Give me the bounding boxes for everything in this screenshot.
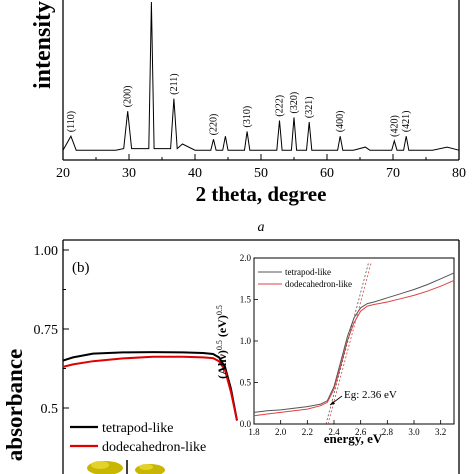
y-tick-label: 0.5 bbox=[41, 402, 59, 417]
panel-b-series bbox=[62, 351, 238, 421]
peak-label: (110) bbox=[66, 111, 77, 132]
legend-label-tetrapod: tetrapod-like bbox=[102, 421, 174, 436]
peak-label: (211) bbox=[169, 73, 180, 94]
inset-chart: 1.8 2.0 2.2 2.4 2.6 2.8 3.0 3.20.00.51.01.52.0 … bbox=[215, 253, 455, 446]
inset-y-axis-label: (Ahν)0.5 (eV)0.5 bbox=[215, 305, 229, 379]
inset-x-tick-label: 2.8 bbox=[382, 427, 394, 437]
peak-label: (220) bbox=[208, 114, 219, 136]
xrd-pattern-line bbox=[62, 1, 460, 151]
panel-b-label: (b) bbox=[72, 260, 90, 276]
panel-a: 20 30 40 50 60 70 80 (110) (200) (211) (220) (310)… bbox=[30, 0, 466, 235]
inset-legend-label-dodecahedron: dodecahedron-like bbox=[285, 279, 352, 289]
inset-legend: tetrapod-like dodecahedron-like bbox=[258, 267, 352, 289]
inset-x-tick-label: 2.4 bbox=[328, 427, 340, 437]
legend-label-dodecahedron: dodecahedron-like bbox=[102, 440, 206, 455]
panel-b-legend: tetrapod-like dodecahedron-like bbox=[70, 421, 206, 455]
peak-label: (400) bbox=[335, 110, 346, 132]
peak-label: (421) bbox=[401, 110, 412, 132]
inset-y-tick-label: 1.5 bbox=[240, 295, 252, 305]
panel-a-x-axis-label: 2 theta, degree bbox=[196, 182, 327, 206]
panel-b-y-axis-label: absorbance bbox=[2, 349, 27, 461]
band-gap-annotation: Eg: 2.36 eV bbox=[329, 389, 397, 406]
inset-y-tick-label: 1.0 bbox=[240, 336, 252, 346]
absorbance-series-line bbox=[62, 355, 238, 421]
x-tick-label: 60 bbox=[320, 166, 334, 181]
panel-b: 1.00 0.75 0.5 (b) absorbance tetrapod-like… bbox=[2, 239, 460, 474]
x-tick-label: 50 bbox=[254, 166, 268, 181]
inset-x-tick-label: 2.0 bbox=[275, 427, 287, 437]
y-tick-label: 1.00 bbox=[34, 244, 59, 259]
inset-series-line bbox=[253, 272, 455, 413]
peak-label: (222) bbox=[274, 95, 285, 117]
inset-x-tick-label: 2.2 bbox=[302, 427, 313, 437]
x-tick-label: 70 bbox=[386, 166, 400, 181]
inset-x-tick-label: 1.8 bbox=[248, 427, 260, 437]
peak-label: (320) bbox=[289, 92, 300, 114]
x-tick-label: 40 bbox=[188, 166, 202, 181]
panel-a-ticks bbox=[62, 154, 460, 160]
particle-micrograph-image bbox=[87, 460, 165, 474]
panel-a-tick-labels: 20 30 40 50 60 70 80 bbox=[56, 166, 466, 181]
peak-label: (310) bbox=[242, 106, 253, 128]
inset-series-line bbox=[253, 279, 455, 417]
inset-ticks: 1.8 2.0 2.2 2.4 2.6 2.8 3.0 3.2 0.0 0.5 1.0 1.5 2.0 bbox=[240, 253, 447, 437]
inset-x-tick-label: 2.6 bbox=[355, 427, 367, 437]
panel-b-ticks: 1.00 0.75 0.5 bbox=[34, 244, 69, 417]
inset-frame bbox=[253, 257, 455, 425]
inset-y-tick-label: 2.0 bbox=[240, 253, 252, 263]
y-tick-label: 0.75 bbox=[34, 323, 59, 338]
peak-label: (420) bbox=[389, 115, 400, 137]
peak-label: (321) bbox=[304, 96, 315, 118]
inset-series bbox=[253, 262, 455, 425]
inset-x-axis-label: energy, eV bbox=[324, 431, 383, 446]
band-gap-label: Eg: 2.36 eV bbox=[344, 389, 397, 401]
inset-legend-label-tetrapod: tetrapod-like bbox=[285, 267, 331, 277]
x-tick-label: 80 bbox=[452, 166, 466, 181]
x-tick-label: 20 bbox=[56, 166, 70, 181]
panel-a-caption: a bbox=[258, 220, 265, 235]
inset-y-tick-label: 0.5 bbox=[240, 378, 252, 388]
peak-label: (200) bbox=[123, 86, 134, 108]
panel-a-peak-labels: (110) (200) (211) (220) (310) (222) (320) (321)… bbox=[66, 73, 412, 136]
inset-x-tick-label: 3.2 bbox=[435, 427, 446, 437]
panel-a-y-axis-label: intensity bbox=[30, 1, 56, 89]
x-tick-label: 30 bbox=[122, 166, 136, 181]
panel-a-minor-ticks bbox=[95, 157, 427, 160]
inset-x-tick-label: 3.0 bbox=[408, 427, 420, 437]
inset-y-tick-label: 0.0 bbox=[240, 419, 252, 429]
